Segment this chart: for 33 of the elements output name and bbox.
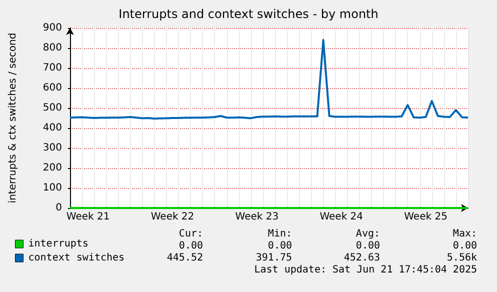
y-tick-label: 900 <box>42 22 62 34</box>
y-tick-label: 300 <box>42 142 62 154</box>
y-tick-label: 400 <box>42 122 62 134</box>
x-tick-label: Week 25 <box>404 212 448 222</box>
text: Min: <box>268 228 292 240</box>
text: 0.00 <box>268 240 292 252</box>
y-tick-label: 700 <box>42 62 62 74</box>
text: Max: <box>452 228 478 240</box>
y-tick-label: 200 <box>42 162 62 174</box>
text: 0.00 <box>452 240 478 252</box>
y-tick-label: 0 <box>56 202 62 214</box>
text: Last update: Sat Jun 21 17:45:04 2025 <box>254 264 478 276</box>
text: Avg: <box>356 228 380 240</box>
x-tick-label: Week 24 <box>320 212 364 222</box>
y-tick-label: 800 <box>42 42 62 54</box>
text: 445.52 <box>166 252 203 264</box>
text: 0.00 <box>356 240 380 252</box>
x-tick-label: Week 23 <box>235 212 279 222</box>
text: 452.63 <box>344 252 380 264</box>
y-tick-label: 500 <box>42 102 62 114</box>
text: 391.75 <box>256 252 292 264</box>
x-tick-label: Week 22 <box>150 212 194 222</box>
y-tick-label: 600 <box>42 82 62 94</box>
chart-title: Interrupts and context switches - by month <box>118 7 378 21</box>
text: Cur: <box>178 228 204 240</box>
legend-label: context switches <box>28 252 125 264</box>
line-series <box>69 39 469 120</box>
x-tick-label: Week 21 <box>66 212 110 222</box>
y-axis-title: interrupts & ctx switches / second <box>8 32 18 204</box>
text: 0.00 <box>178 240 204 252</box>
legend-label: interrupts <box>28 238 88 250</box>
text: 5.56k <box>446 252 478 264</box>
y-tick-label: 100 <box>42 182 62 194</box>
